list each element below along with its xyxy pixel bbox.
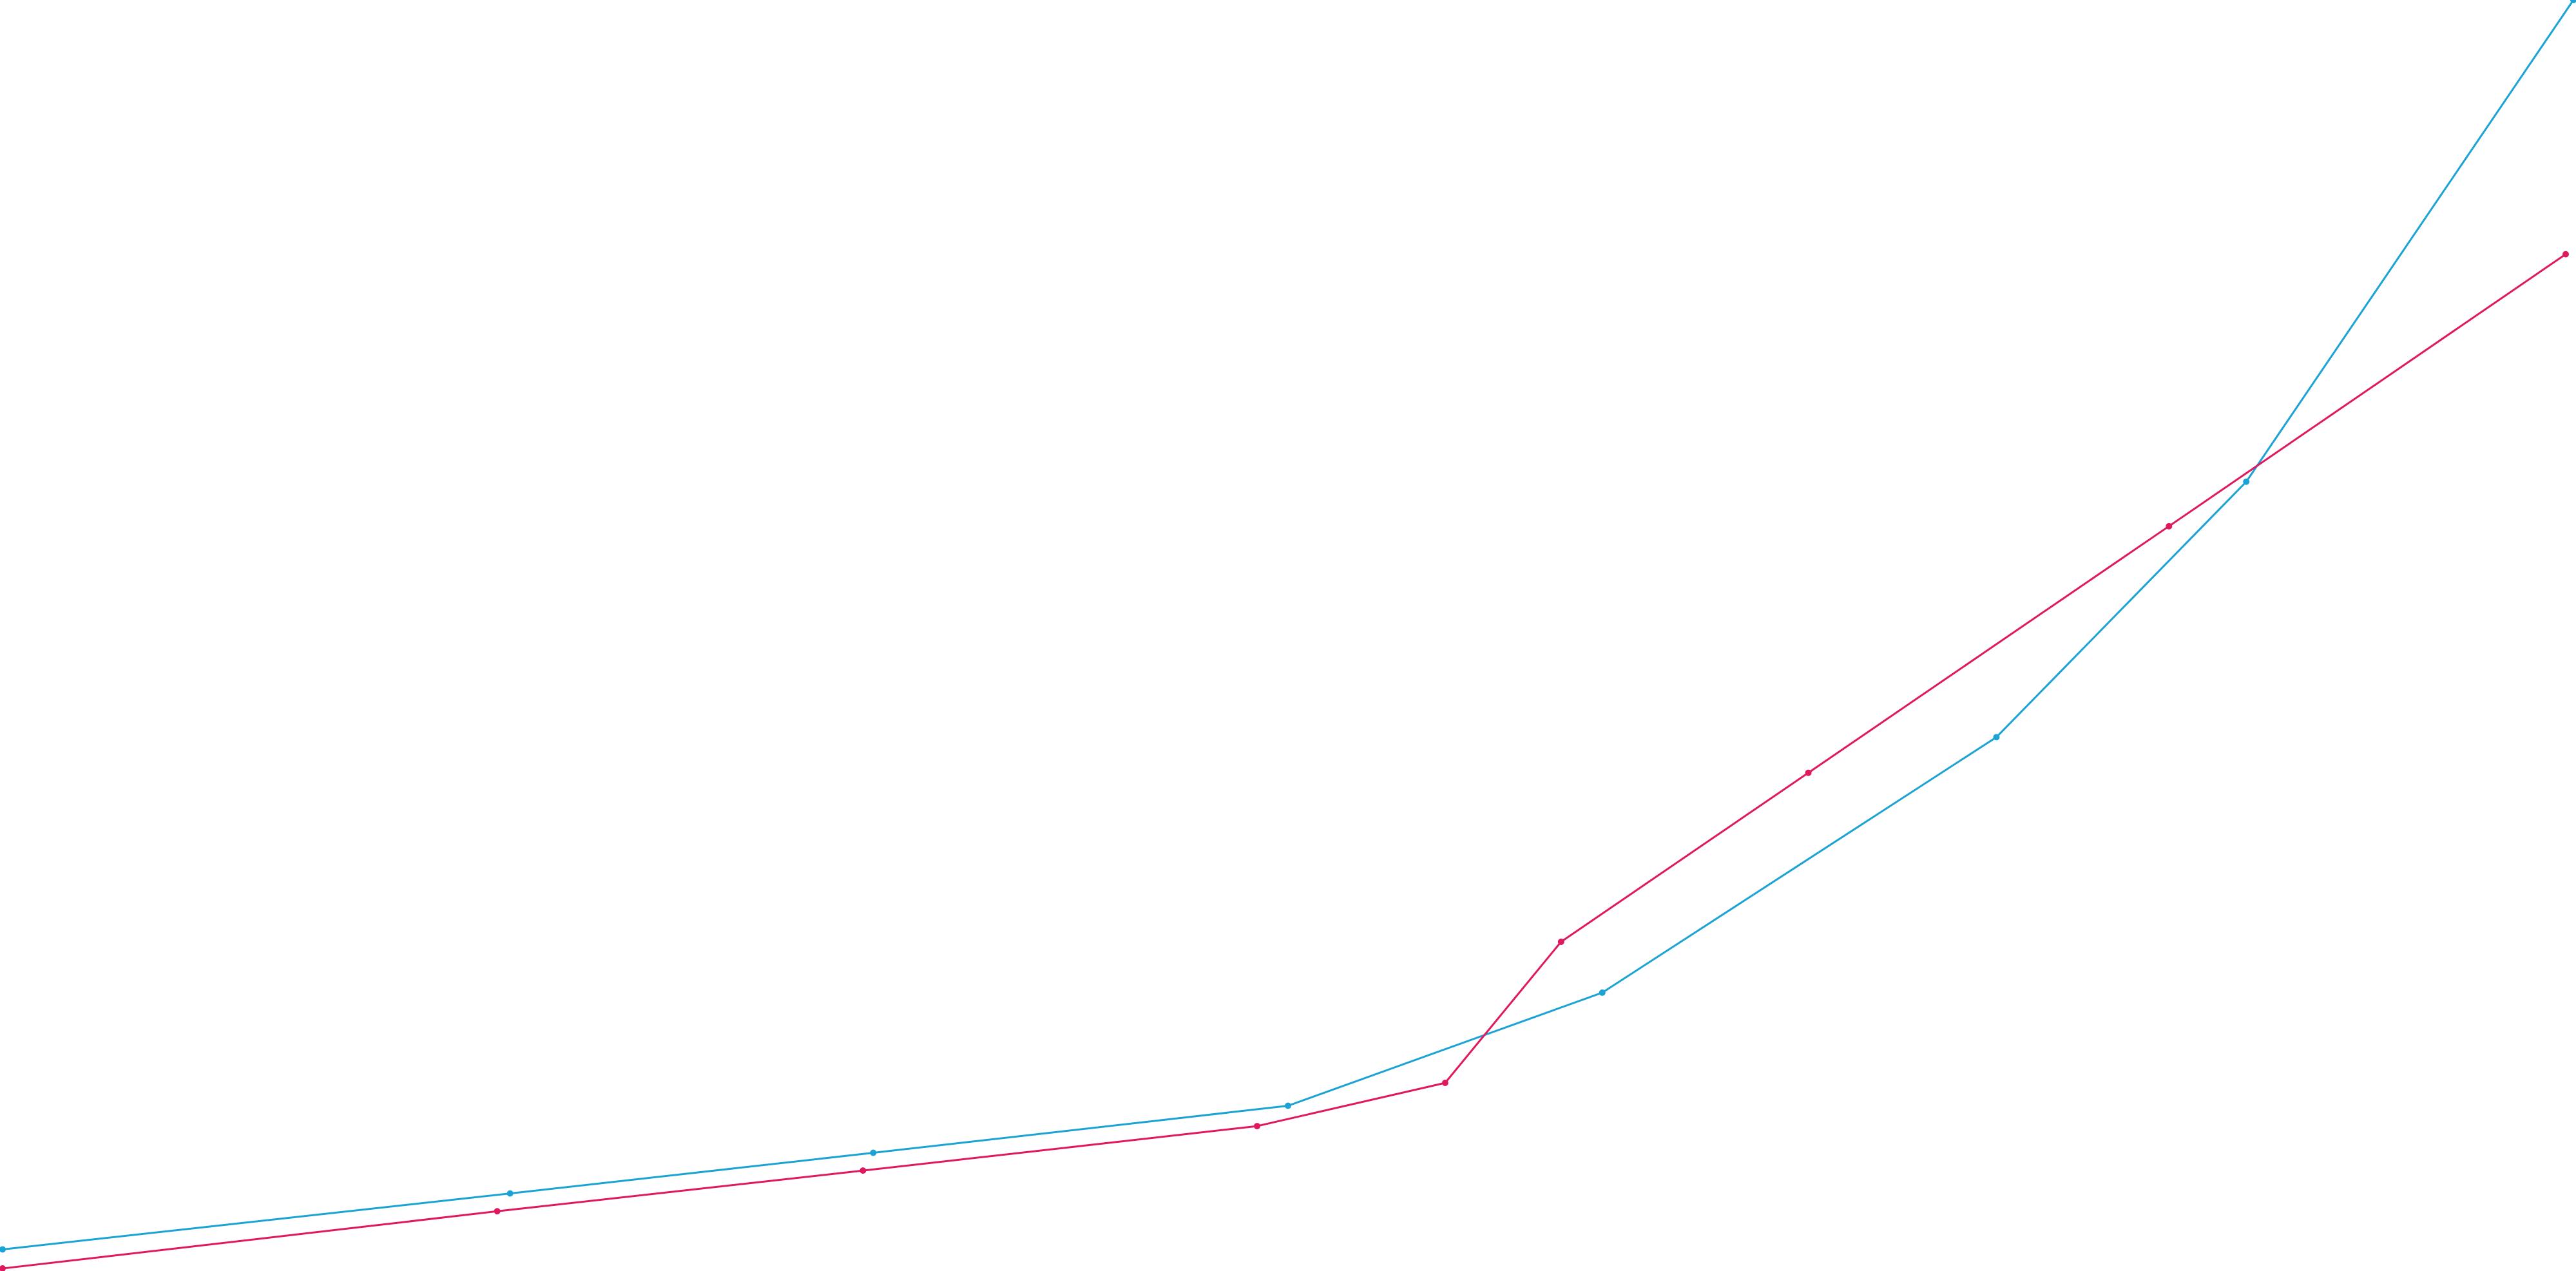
series-2-point-7 xyxy=(1805,769,1812,776)
series-2-point-8 xyxy=(2166,522,2173,530)
series-1-point-3 xyxy=(870,1149,877,1156)
series-1-point-6 xyxy=(1993,734,2000,741)
series-2-line xyxy=(2,253,2566,1270)
series-1-point-8 xyxy=(2570,0,2576,3)
series-1-point-7 xyxy=(2243,478,2250,485)
series-2-point-1 xyxy=(0,1265,6,1271)
series-2-point-9 xyxy=(2562,251,2570,258)
series-2-point-5 xyxy=(1441,1079,1448,1086)
series-2-point-4 xyxy=(1254,1123,1261,1130)
series-2 xyxy=(0,251,2570,1271)
series-2-point-3 xyxy=(860,1167,867,1174)
series-1-point-4 xyxy=(1285,1102,1291,1109)
series-1-point-2 xyxy=(506,1190,514,1197)
series-1-point-1 xyxy=(0,1246,6,1253)
series-2-point-2 xyxy=(494,1208,501,1215)
series-1-point-5 xyxy=(1599,989,1606,996)
series-2-point-6 xyxy=(1557,938,1564,945)
